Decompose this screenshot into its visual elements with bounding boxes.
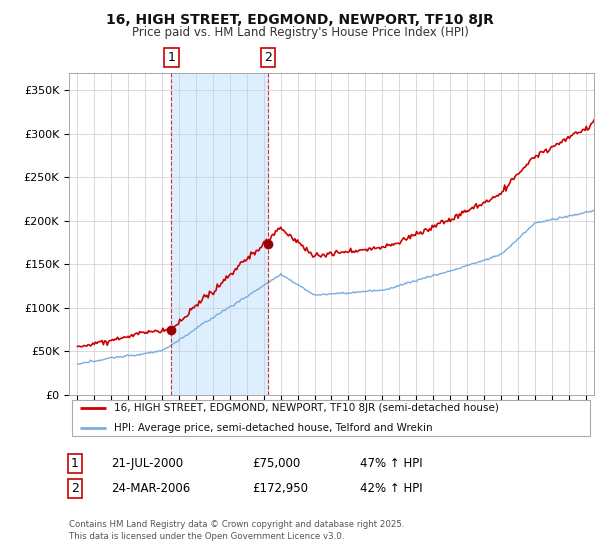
FancyBboxPatch shape (71, 400, 590, 436)
Text: 21-JUL-2000: 21-JUL-2000 (111, 457, 183, 470)
Text: 42% ↑ HPI: 42% ↑ HPI (360, 482, 422, 495)
Bar (172, 73, 268, 395)
Text: Contains HM Land Registry data © Crown copyright and database right 2025.
This d: Contains HM Land Registry data © Crown c… (69, 520, 404, 542)
Text: 1: 1 (71, 457, 79, 470)
Text: £172,950: £172,950 (252, 482, 308, 495)
Text: £75,000: £75,000 (252, 457, 300, 470)
Text: 47% ↑ HPI: 47% ↑ HPI (360, 457, 422, 470)
Text: 24-MAR-2006: 24-MAR-2006 (111, 482, 190, 495)
Text: 16, HIGH STREET, EDGMOND, NEWPORT, TF10 8JR: 16, HIGH STREET, EDGMOND, NEWPORT, TF10 … (106, 13, 494, 27)
Text: HPI: Average price, semi-detached house, Telford and Wrekin: HPI: Average price, semi-detached house,… (113, 423, 432, 433)
Text: 2: 2 (71, 482, 79, 495)
Text: 2: 2 (264, 51, 272, 64)
Text: Price paid vs. HM Land Registry's House Price Index (HPI): Price paid vs. HM Land Registry's House … (131, 26, 469, 39)
Text: 16, HIGH STREET, EDGMOND, NEWPORT, TF10 8JR (semi-detached house): 16, HIGH STREET, EDGMOND, NEWPORT, TF10 … (113, 404, 499, 413)
Text: 1: 1 (167, 51, 175, 64)
